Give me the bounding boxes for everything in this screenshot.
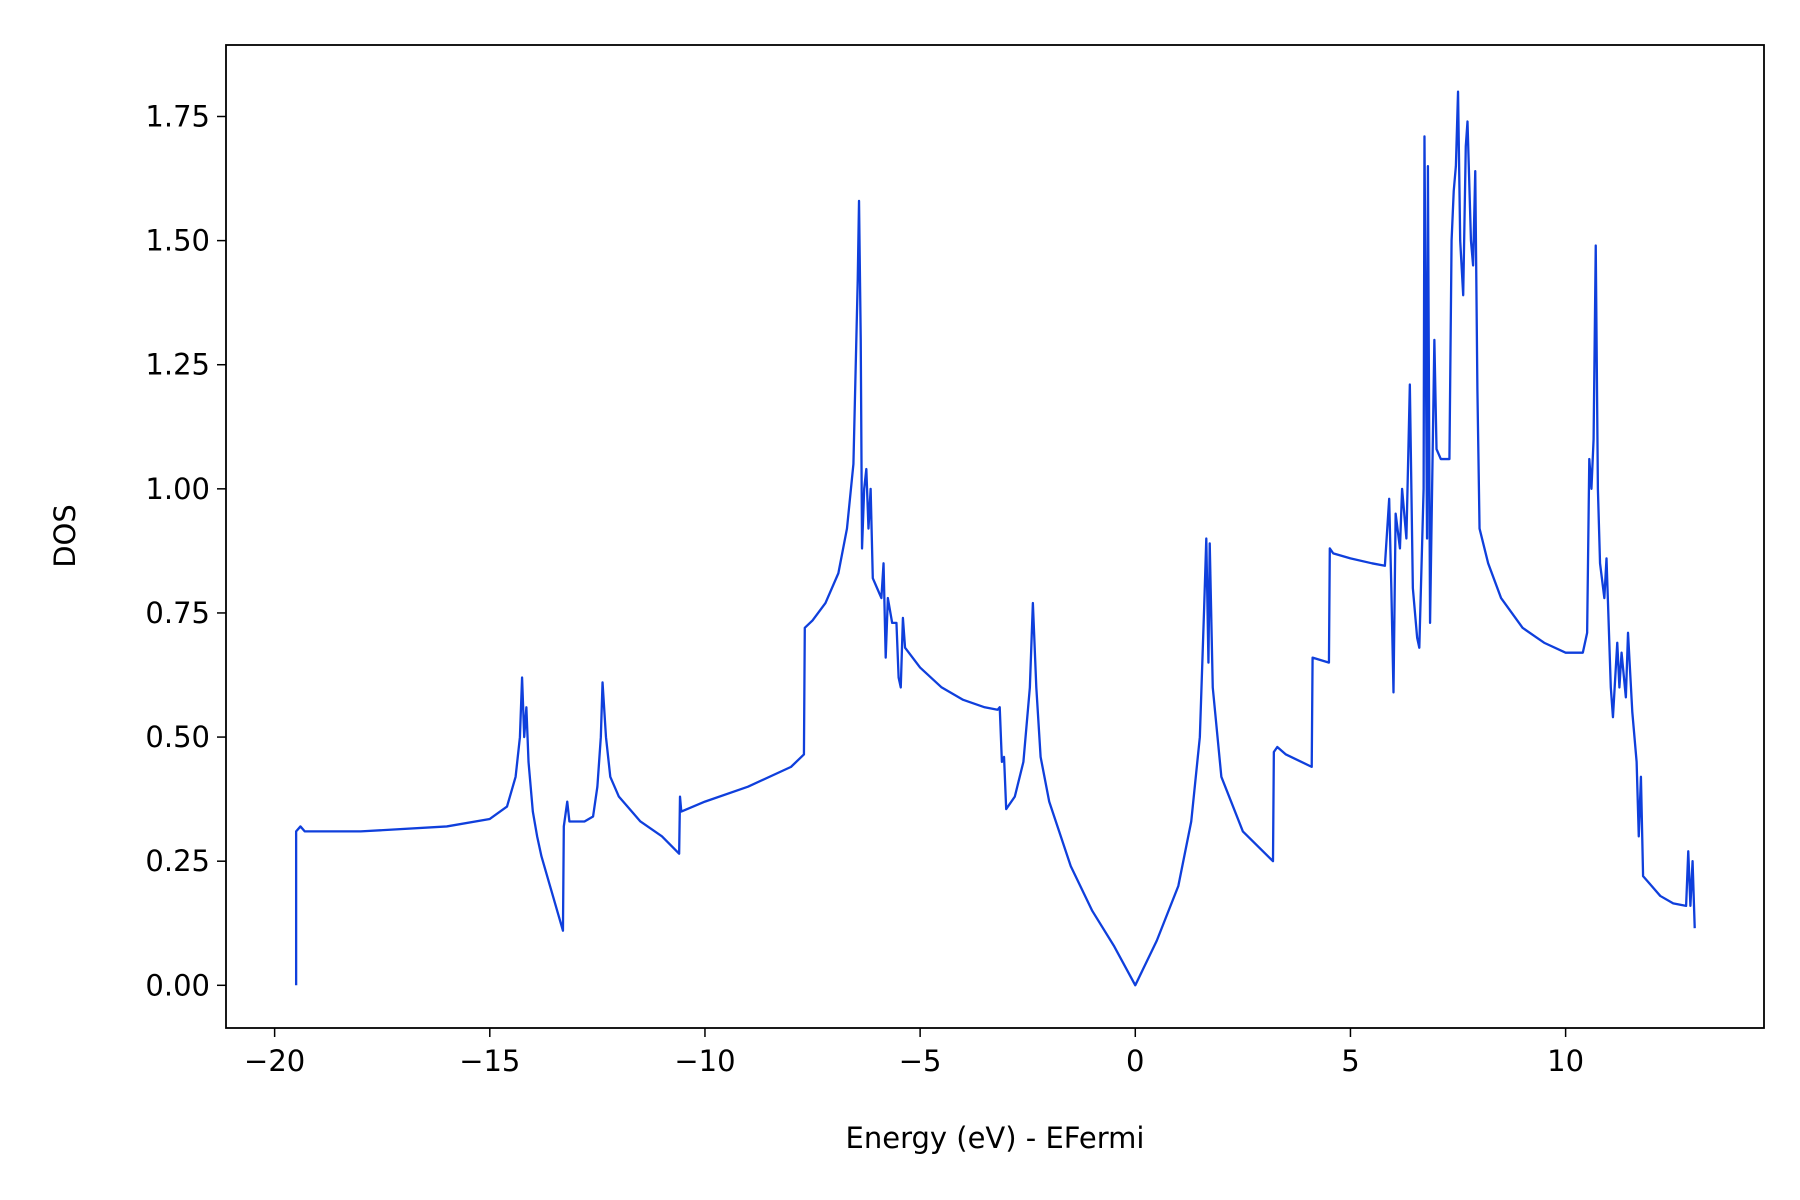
x-tick-label: 0 — [1126, 1044, 1144, 1078]
x-axis-label: Energy (eV) - EFermi — [846, 1121, 1145, 1155]
x-tick-label: −10 — [674, 1044, 735, 1078]
x-tick-label: 5 — [1341, 1044, 1359, 1078]
plot-frame — [225, 44, 1765, 1029]
y-tick-label: 1.50 — [145, 224, 210, 258]
line — [294, 90, 1696, 987]
y-tick-label: 1.25 — [145, 348, 210, 382]
x-tick-label: −15 — [459, 1044, 520, 1078]
x-tick-label: −20 — [244, 1044, 305, 1078]
x-tick-label: 10 — [1547, 1044, 1584, 1078]
y-tick-label: 1.00 — [145, 472, 210, 506]
x-tick-label: −5 — [899, 1044, 942, 1078]
y-axis-label: DOS — [48, 504, 82, 568]
y-tick-label: 0.75 — [145, 596, 210, 630]
y-tick-label: 0.25 — [145, 844, 210, 878]
y-tick-label: 0.50 — [145, 720, 210, 754]
y-tick-label: 0.00 — [145, 968, 210, 1002]
y-tick-label: 1.75 — [145, 99, 210, 133]
